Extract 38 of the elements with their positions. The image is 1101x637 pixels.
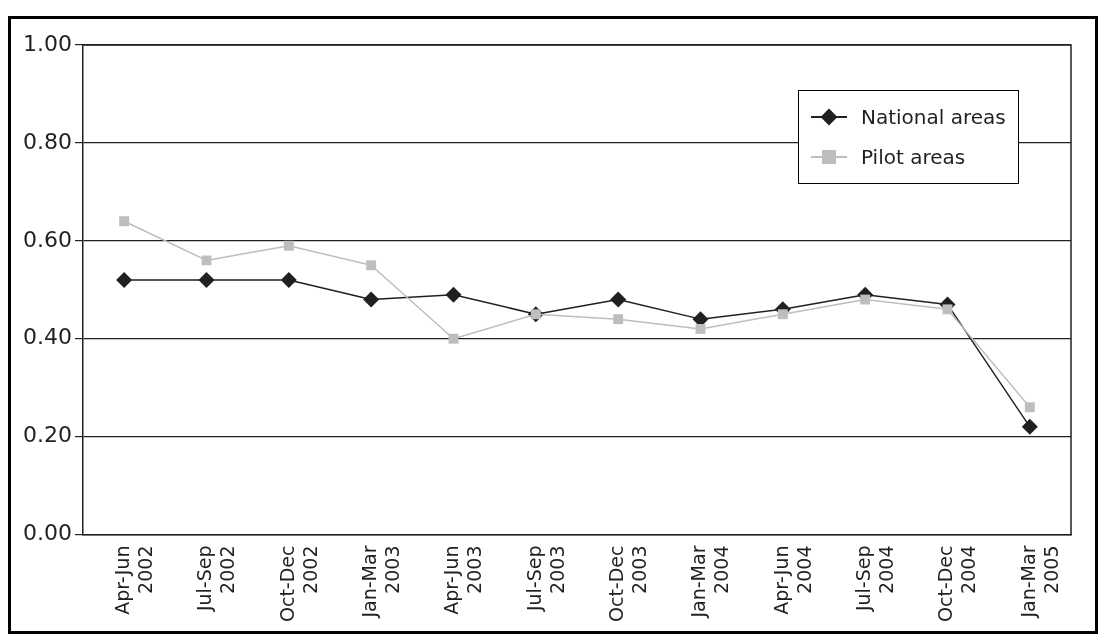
y-tick-label: 0.60: [23, 226, 72, 252]
point: [1021, 418, 1038, 435]
x-tick-label: Oct-Dec 2004: [934, 545, 980, 623]
x-tick-label: Jul-Sep 2004: [852, 545, 897, 613]
point: [119, 216, 130, 227]
point: [860, 294, 871, 305]
point: [198, 271, 215, 288]
x-tick-label: Apr-Jun 2002: [111, 545, 156, 615]
y-tick-label: 0.40: [23, 324, 72, 350]
point: [116, 271, 133, 288]
legend-label: Pilot areas: [861, 145, 966, 169]
y-tick-label: 0.20: [23, 422, 72, 448]
x-tick-label: Apr-Jun 2004: [769, 545, 815, 615]
point: [283, 240, 294, 251]
x-tick-label: Jul-Sep 2003: [522, 545, 568, 613]
point: [942, 304, 953, 315]
x-tick-label: Oct-Dec 2002: [275, 545, 321, 623]
y-tick-label: 0.00: [23, 520, 72, 546]
point: [366, 260, 377, 271]
legend-label: National areas: [861, 105, 1006, 129]
point: [613, 314, 624, 325]
x-tick-label: Jan-Mar 2003: [358, 545, 403, 619]
y-tick-label: 0.80: [23, 128, 72, 154]
point: [445, 286, 462, 303]
point: [448, 333, 459, 344]
point: [695, 323, 706, 334]
x-tick-label: Oct-Dec 2003: [605, 545, 650, 623]
x-tick-label: Jan-Mar 2005: [1016, 545, 1062, 619]
point: [1024, 402, 1035, 413]
x-tick-label: Jan-Mar 2004: [687, 545, 733, 619]
point: [363, 291, 380, 308]
point: [777, 309, 788, 320]
y-tick-label: 1.00: [23, 30, 72, 56]
x-tick-label: Apr-Jun 2003: [440, 545, 486, 615]
point: [201, 255, 212, 266]
point: [610, 291, 627, 308]
point: [280, 271, 297, 288]
x-tick-label: Jul-Sep 2002: [193, 545, 239, 613]
